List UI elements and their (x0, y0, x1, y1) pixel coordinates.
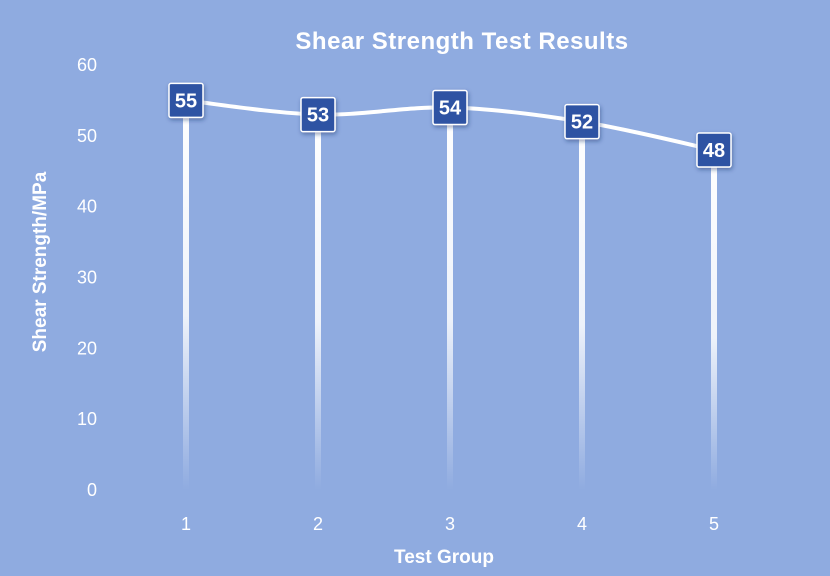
y-tick-label: 20 (77, 338, 97, 358)
y-tick-label: 30 (77, 268, 97, 288)
x-tick-label: 3 (445, 514, 455, 534)
data-label: 52 (571, 112, 593, 134)
drop-line (315, 114, 321, 490)
chart-title: Shear Strength Test Results (295, 28, 628, 55)
data-point: 54 (432, 89, 468, 126)
drop-line (183, 100, 189, 491)
data-label: 54 (439, 98, 462, 120)
y-axis-label: Shear Strength/MPa (30, 171, 51, 352)
x-tick-label: 4 (577, 514, 587, 534)
x-tick-label: 5 (709, 514, 719, 534)
y-tick-label: 60 (77, 55, 97, 75)
data-point: 55 (168, 82, 204, 119)
drop-line (447, 107, 453, 490)
data-marker (300, 96, 336, 133)
x-tick-label: 1 (181, 514, 191, 534)
data-label: 48 (703, 140, 725, 162)
data-marker (168, 82, 204, 119)
data-point: 48 (696, 132, 732, 168)
drop-line (579, 121, 585, 491)
x-axis-label: Test Group (394, 547, 494, 568)
y-tick-label: 40 (77, 197, 97, 217)
data-label: 55 (175, 90, 197, 112)
data-marker (564, 103, 600, 140)
data-marker (432, 89, 468, 126)
drop-line (711, 150, 717, 490)
data-point: 53 (300, 96, 336, 133)
y-tick-label: 10 (77, 409, 97, 429)
data-point: 52 (564, 103, 600, 140)
y-tick-label: 50 (77, 126, 97, 146)
data-label: 53 (307, 105, 329, 127)
y-tick-label: 0 (87, 480, 97, 500)
x-tick-label: 2 (313, 514, 323, 534)
data-marker (696, 132, 732, 168)
